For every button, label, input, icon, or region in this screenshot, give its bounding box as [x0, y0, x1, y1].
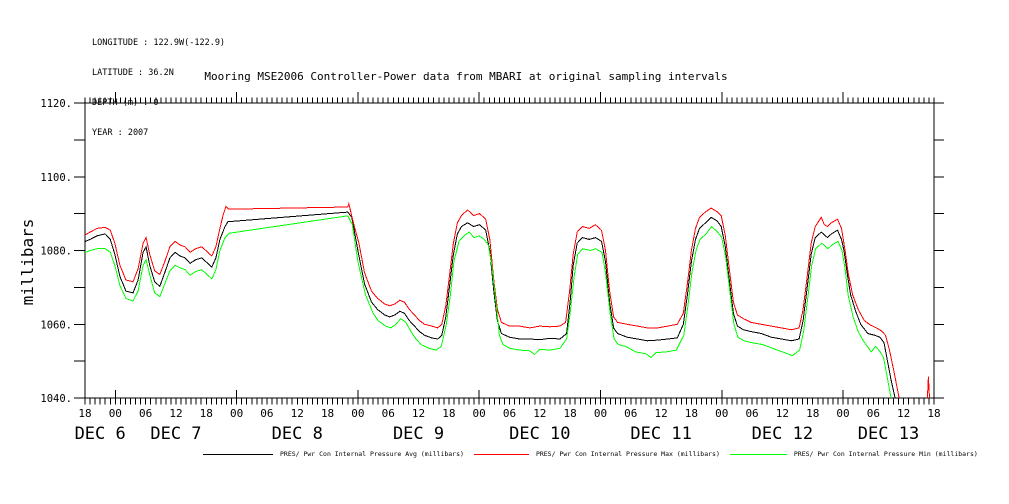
- year-label: YEAR : 2007: [92, 128, 149, 138]
- legend-line-max: [473, 453, 529, 455]
- legend-label-min: PRES/ Pwr Con Internal Pressure Min (mil…: [793, 450, 978, 458]
- y-tick-label: 1080.: [40, 246, 72, 258]
- x-hour-label: 06: [745, 407, 758, 420]
- x-date-label: DEC 11: [630, 424, 691, 444]
- max-line: [85, 201, 900, 398]
- x-hour-label: 12: [169, 407, 182, 420]
- x-hour-label: 00: [351, 407, 364, 420]
- x-hour-label: 00: [109, 407, 122, 420]
- x-hour-label: 12: [654, 407, 667, 420]
- latitude-label: LATITUDE : 36.2N: [92, 68, 174, 78]
- x-date-label: DEC 12: [752, 424, 813, 444]
- x-hour-label: 12: [412, 407, 425, 420]
- axes: [74, 92, 944, 405]
- x-date-labels: DEC 6 DEC 7 DEC 8 DEC 9 DEC 10 DEC 11 DEC 12 DE…: [75, 424, 920, 444]
- y-tick-label: 1120.: [40, 98, 72, 110]
- legend-label-max: PRES/ Pwr Con Internal Pressure Max (mil…: [535, 450, 720, 458]
- x-hour-label: 06: [382, 407, 395, 420]
- x-hour-label: 18: [806, 407, 819, 420]
- x-hour-label: 18: [200, 407, 213, 420]
- y-tick-label: 1100.: [40, 172, 72, 184]
- y-tick-labels: 1040. 1060. 1080. 1100. 1120.: [40, 98, 72, 405]
- x-hour-label: 06: [260, 407, 273, 420]
- x-date-label: DEC 10: [509, 424, 570, 444]
- x-hour-label: 18: [564, 407, 577, 420]
- legend: PRES/ Pwr Con Internal Pressure Avg (mil…: [203, 448, 988, 460]
- x-hour-label: 00: [715, 407, 728, 420]
- x-hour-label: 12: [291, 407, 304, 420]
- x-date-label: DEC 9: [393, 424, 444, 444]
- x-date-label: DEC 13: [858, 424, 919, 444]
- x-hour-label: 18: [78, 407, 91, 420]
- x-hour-label: 18: [321, 407, 334, 420]
- y-tick-label: 1060.: [40, 319, 72, 331]
- x-hour-label: 06: [139, 407, 152, 420]
- y-tick-label: 1040.: [40, 393, 72, 405]
- chart-title: Mooring MSE2006 Controller-Power data fr…: [204, 70, 728, 83]
- min-line: [85, 215, 892, 398]
- x-hour-label: 00: [594, 407, 607, 420]
- x-hour-label: 12: [776, 407, 789, 420]
- x-hour-label: 06: [867, 407, 880, 420]
- x-date-label: DEC 7: [150, 424, 201, 444]
- x-hour-label: 06: [503, 407, 516, 420]
- x-hour-label: 00: [230, 407, 243, 420]
- max-line: [926, 376, 930, 398]
- avg-line: [85, 211, 896, 398]
- y-axis-title: millibars: [18, 219, 37, 306]
- x-hour-labels: 18 00 06 12 18 00 06 12 18 00 06 12 18 00 06 12 18 00 06 12…: [78, 407, 940, 420]
- x-hour-label: 00: [836, 407, 849, 420]
- x-hour-label: 06: [624, 407, 637, 420]
- x-date-label: DEC 8: [272, 424, 323, 444]
- x-date-label: DEC 6: [75, 424, 126, 444]
- x-hour-label: 12: [533, 407, 546, 420]
- x-hour-label: 18: [685, 407, 698, 420]
- legend-line-avg: [203, 453, 273, 455]
- x-hour-label: 12: [897, 407, 910, 420]
- x-hour-label: 18: [442, 407, 455, 420]
- x-hour-label: 18: [927, 407, 940, 420]
- x-hour-label: 00: [473, 407, 486, 420]
- legend-line-min: [729, 453, 787, 455]
- legend-label-avg: PRES/ Pwr Con Internal Pressure Avg (mil…: [280, 450, 464, 458]
- longitude-label: LONGITUDE : 122.9W(-122.9): [92, 38, 226, 48]
